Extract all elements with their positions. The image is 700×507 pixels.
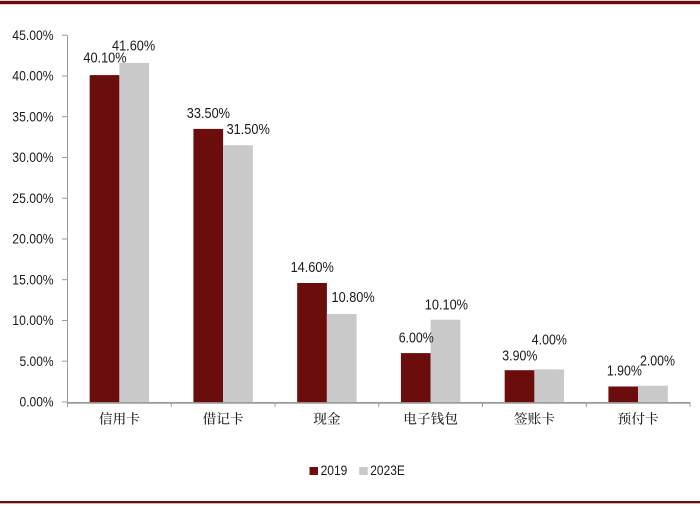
svg-text:40.10%: 40.10%	[83, 51, 126, 67]
svg-text:2019: 2019	[321, 462, 348, 478]
svg-text:15.00%: 15.00%	[12, 272, 53, 287]
svg-text:2023E: 2023E	[370, 462, 405, 478]
svg-text:1.90%: 1.90%	[607, 364, 642, 380]
svg-text:31.50%: 31.50%	[227, 122, 270, 138]
svg-text:10.80%: 10.80%	[332, 290, 375, 306]
svg-text:3.90%: 3.90%	[502, 348, 537, 364]
svg-text:41.60%: 41.60%	[112, 38, 155, 54]
svg-text:0.00%: 0.00%	[20, 395, 54, 410]
svg-text:14.60%: 14.60%	[291, 260, 334, 276]
svg-text:45.00%: 45.00%	[12, 28, 53, 43]
svg-text:10.00%: 10.00%	[12, 313, 53, 328]
svg-text:6.00%: 6.00%	[399, 331, 434, 347]
svg-text:25.00%: 25.00%	[12, 191, 53, 206]
svg-text:30.00%: 30.00%	[12, 150, 53, 165]
svg-text:4.00%: 4.00%	[532, 333, 567, 349]
svg-text:2.00%: 2.00%	[640, 354, 675, 370]
svg-text:5.00%: 5.00%	[20, 354, 54, 369]
svg-text:10.10%: 10.10%	[425, 297, 468, 313]
svg-text:40.00%: 40.00%	[12, 69, 53, 84]
svg-text:33.50%: 33.50%	[187, 106, 230, 122]
svg-text:20.00%: 20.00%	[12, 232, 53, 247]
svg-text:35.00%: 35.00%	[12, 109, 53, 124]
